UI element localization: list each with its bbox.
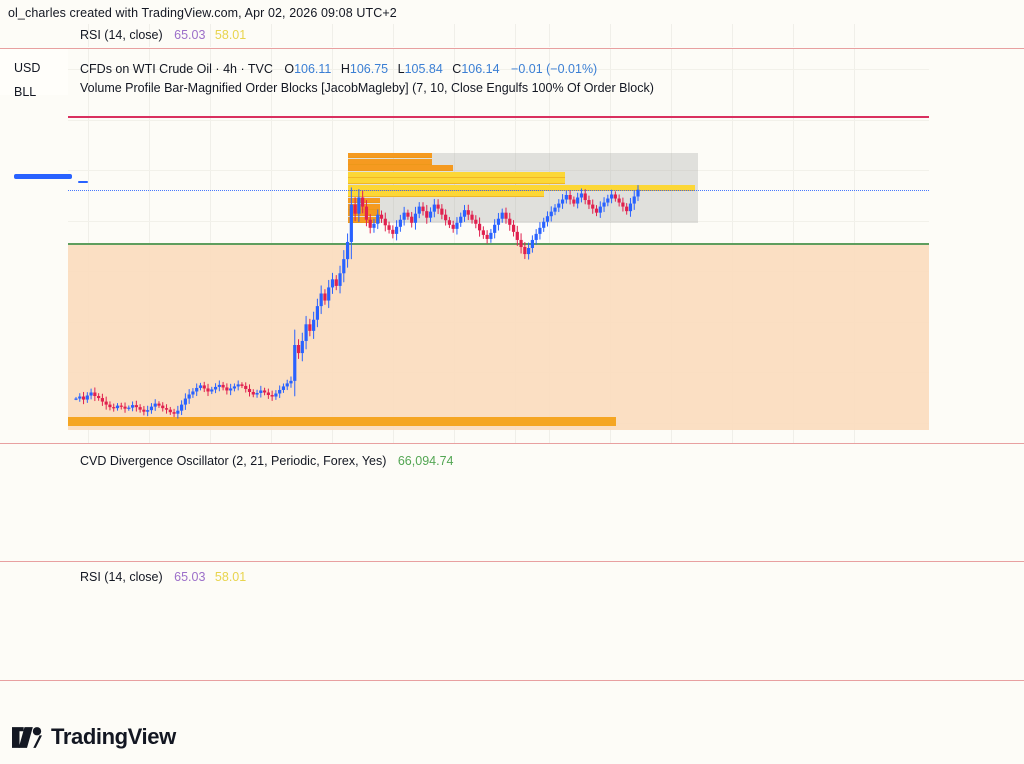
support-band	[68, 416, 616, 426]
gridline-vertical	[854, 24, 855, 47]
volume-profile-bar	[348, 171, 565, 178]
cvd-scale[interactable]	[929, 444, 1024, 561]
volume-profile-bar	[348, 191, 544, 198]
gridline-horizontal	[68, 69, 929, 71]
symbol-title: CFDs on WTI Crude Oil · 4h · TVC	[80, 62, 273, 76]
volume-profile-bar	[348, 152, 432, 159]
pane-divider-3	[0, 561, 1024, 562]
ohlc-c-value: 106.14	[461, 62, 500, 76]
gridline-vertical	[549, 24, 550, 47]
pane-cvd: CVD Divergence Oscillator (2, 21, Period…	[0, 444, 1024, 561]
ohlc-h-label: H	[340, 62, 350, 76]
rsi-ma-value: 58.01	[214, 570, 247, 584]
order-block-top-line	[68, 243, 929, 245]
gridline-vertical	[271, 24, 272, 47]
gridline-vertical	[393, 24, 394, 47]
rsi-value: 65.03	[174, 570, 206, 584]
ohlc-l-label: L	[397, 62, 405, 76]
pane-divider-2	[0, 443, 1024, 444]
symbol-price-tag[interactable]	[78, 180, 88, 183]
resistance-line	[68, 115, 929, 118]
gridline-vertical	[610, 24, 611, 47]
tradingview-logo-icon	[12, 726, 42, 748]
volume-profile-bar	[348, 165, 453, 172]
legend-rsi-top-ma-value: 58.01	[214, 28, 247, 42]
ohlc-h-value: 106.75	[349, 62, 389, 76]
pane-rsi: RSI (14, close) 65.03 58.01	[0, 562, 1024, 680]
order-block-zone	[68, 243, 929, 431]
pane-divider-4	[0, 680, 1024, 681]
volume-profile-bar	[348, 158, 432, 165]
gridline-horizontal	[68, 119, 929, 121]
legend-price-symbol[interactable]: CFDs on WTI Crude Oil · 4h · TVC O106.11…	[80, 62, 597, 76]
ohlc-o-label: O	[284, 62, 295, 76]
attribution-text: ol_charles created with TradingView.com,…	[8, 6, 397, 20]
price-scale[interactable]	[929, 49, 1024, 443]
gridline-vertical	[332, 24, 333, 47]
legend-rsi[interactable]: RSI (14, close) 65.03 58.01	[80, 570, 246, 584]
tradingview-brand: TradingView	[51, 724, 176, 749]
gridline-vertical	[732, 24, 733, 47]
cvd-value: 66,094.74	[397, 454, 454, 468]
gridline-horizontal	[68, 170, 929, 172]
gridline-vertical	[671, 24, 672, 47]
price-change: −0.01 (−0.01%)	[511, 62, 598, 76]
legend-rsi-top-value: 65.03	[174, 28, 206, 42]
rsi-title: RSI (14, close)	[80, 570, 163, 584]
legend-rsi-top-title: RSI (14, close)	[80, 28, 163, 42]
legend-volume-profile-indicator[interactable]: Volume Profile Bar-Magnified Order Block…	[80, 81, 654, 95]
volume-profile-bar	[348, 203, 380, 210]
time-axis[interactable]	[0, 680, 1024, 710]
volume-profile-bar	[348, 216, 380, 223]
rsi-scale[interactable]	[929, 562, 1024, 680]
pane-divider-1	[0, 48, 1024, 49]
gridline-vertical	[149, 24, 150, 47]
ohlc-l-value: 105.84	[404, 62, 443, 76]
last-price-tag[interactable]	[14, 173, 72, 179]
plot-rsi-top	[68, 24, 929, 47]
indicator-title: Volume Profile Bar-Magnified Order Block…	[80, 81, 654, 95]
volume-profile-bar	[348, 178, 565, 185]
gridline-vertical	[454, 24, 455, 47]
currency-box: USD BLL	[0, 49, 68, 99]
last-price-line	[68, 189, 929, 191]
pane-price: USD BLL CFDs on WTI Crude Oil · 4h · TVC…	[0, 49, 1024, 443]
candlestick-series	[74, 185, 640, 419]
plot-price[interactable]	[68, 49, 929, 443]
cvd-title: CVD Divergence Oscillator (2, 21, Period…	[80, 454, 387, 468]
currency-label: USD	[14, 61, 41, 75]
legend-rsi-top[interactable]: RSI (14, close) 65.03 58.01	[80, 28, 246, 42]
unit-label: BLL	[14, 85, 37, 99]
tradingview-footer: TradingView	[12, 724, 176, 750]
gridline-vertical	[88, 24, 89, 47]
ohlc-o-value: 106.11	[294, 62, 332, 76]
volume-profile-bar	[348, 210, 380, 217]
gridline-vertical	[210, 24, 211, 47]
pane-rsi-top: RSI (14, close) 65.03 58.01	[0, 24, 1024, 47]
legend-cvd[interactable]: CVD Divergence Oscillator (2, 21, Period…	[80, 454, 453, 468]
ohlc-c-label: C	[452, 62, 462, 76]
gridline-vertical	[515, 24, 516, 47]
gridline-vertical	[793, 24, 794, 47]
